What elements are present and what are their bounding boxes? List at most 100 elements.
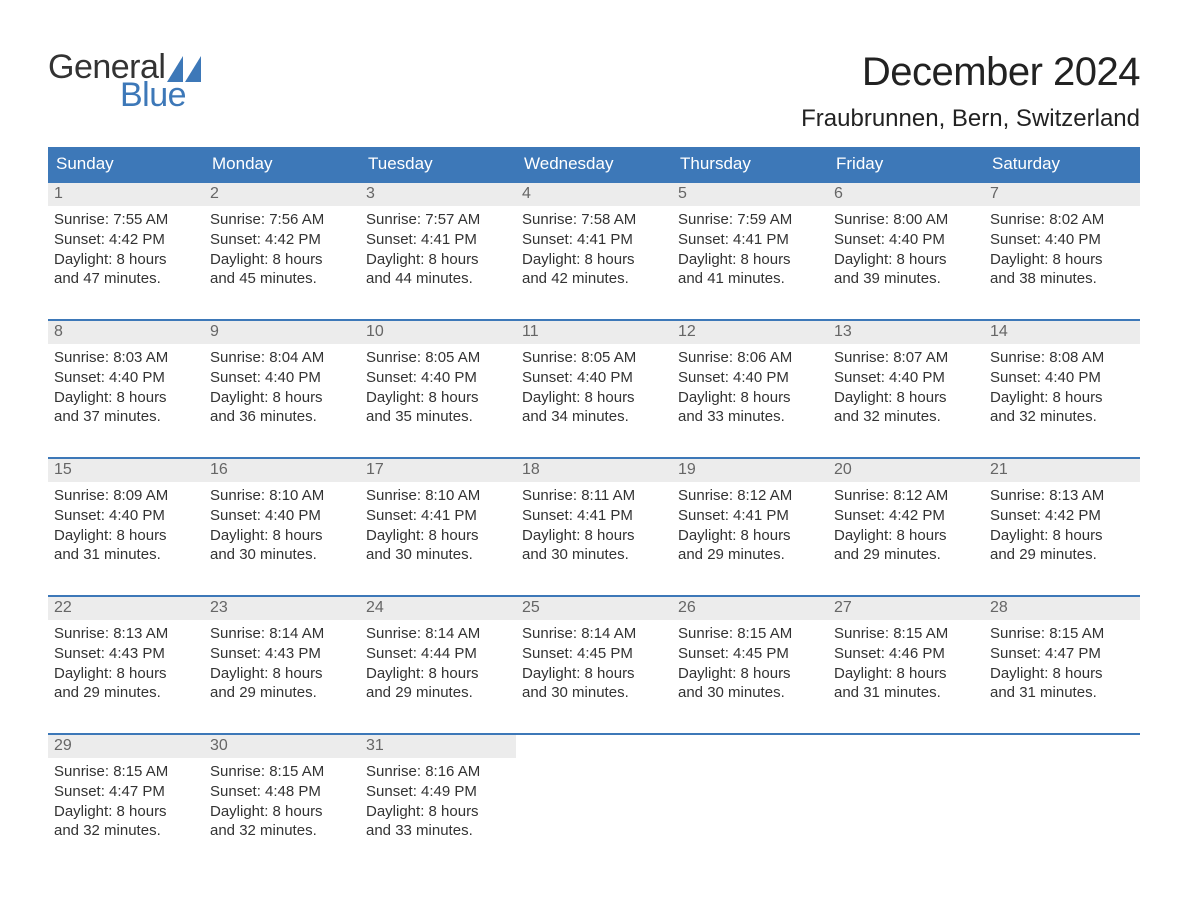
day-body: Sunrise: 8:12 AMSunset: 4:41 PMDaylight:…	[672, 482, 828, 569]
day-body: Sunrise: 8:04 AMSunset: 4:40 PMDaylight:…	[204, 344, 360, 431]
daylight-line-1: Daylight: 8 hours	[678, 388, 822, 408]
day-cell	[672, 735, 828, 847]
daylight-line-2: and 30 minutes.	[522, 545, 666, 565]
days-of-week-header: SundayMondayTuesdayWednesdayThursdayFrid…	[48, 147, 1140, 181]
week-row: 8Sunrise: 8:03 AMSunset: 4:40 PMDaylight…	[48, 319, 1140, 433]
daylight-line-2: and 42 minutes.	[522, 269, 666, 289]
daylight-line-2: and 44 minutes.	[366, 269, 510, 289]
daylight-line-1: Daylight: 8 hours	[54, 250, 198, 270]
day-cell: 1Sunrise: 7:55 AMSunset: 4:42 PMDaylight…	[48, 183, 204, 295]
day-body: Sunrise: 8:14 AMSunset: 4:44 PMDaylight:…	[360, 620, 516, 707]
sunset-line: Sunset: 4:43 PM	[210, 644, 354, 664]
day-body: Sunrise: 8:10 AMSunset: 4:40 PMDaylight:…	[204, 482, 360, 569]
day-cell	[516, 735, 672, 847]
dow-cell: Monday	[204, 147, 360, 181]
dow-cell: Wednesday	[516, 147, 672, 181]
week-row: 1Sunrise: 7:55 AMSunset: 4:42 PMDaylight…	[48, 181, 1140, 295]
daylight-line-1: Daylight: 8 hours	[834, 388, 978, 408]
day-body: Sunrise: 8:08 AMSunset: 4:40 PMDaylight:…	[984, 344, 1140, 431]
day-body: Sunrise: 8:09 AMSunset: 4:40 PMDaylight:…	[48, 482, 204, 569]
day-cell: 23Sunrise: 8:14 AMSunset: 4:43 PMDayligh…	[204, 597, 360, 709]
daylight-line-1: Daylight: 8 hours	[990, 526, 1134, 546]
daylight-line-2: and 32 minutes.	[990, 407, 1134, 427]
day-cell: 11Sunrise: 8:05 AMSunset: 4:40 PMDayligh…	[516, 321, 672, 433]
sunrise-line: Sunrise: 8:14 AM	[210, 624, 354, 644]
dow-cell: Sunday	[48, 147, 204, 181]
day-cell: 10Sunrise: 8:05 AMSunset: 4:40 PMDayligh…	[360, 321, 516, 433]
sunrise-line: Sunrise: 8:16 AM	[366, 762, 510, 782]
daylight-line-1: Daylight: 8 hours	[210, 664, 354, 684]
daylight-line-2: and 31 minutes.	[54, 545, 198, 565]
day-cell	[984, 735, 1140, 847]
calendar: SundayMondayTuesdayWednesdayThursdayFrid…	[48, 147, 1140, 847]
day-cell	[828, 735, 984, 847]
day-number: 7	[984, 183, 1140, 206]
day-body: Sunrise: 8:14 AMSunset: 4:43 PMDaylight:…	[204, 620, 360, 707]
day-number: 15	[48, 459, 204, 482]
day-cell: 17Sunrise: 8:10 AMSunset: 4:41 PMDayligh…	[360, 459, 516, 571]
sunset-line: Sunset: 4:41 PM	[678, 506, 822, 526]
sunset-line: Sunset: 4:40 PM	[54, 368, 198, 388]
daylight-line-1: Daylight: 8 hours	[834, 526, 978, 546]
day-cell: 18Sunrise: 8:11 AMSunset: 4:41 PMDayligh…	[516, 459, 672, 571]
day-cell: 12Sunrise: 8:06 AMSunset: 4:40 PMDayligh…	[672, 321, 828, 433]
sunrise-line: Sunrise: 8:12 AM	[834, 486, 978, 506]
day-body: Sunrise: 8:13 AMSunset: 4:42 PMDaylight:…	[984, 482, 1140, 569]
day-cell: 24Sunrise: 8:14 AMSunset: 4:44 PMDayligh…	[360, 597, 516, 709]
sunset-line: Sunset: 4:40 PM	[210, 506, 354, 526]
sunset-line: Sunset: 4:49 PM	[366, 782, 510, 802]
day-cell: 7Sunrise: 8:02 AMSunset: 4:40 PMDaylight…	[984, 183, 1140, 295]
daylight-line-2: and 36 minutes.	[210, 407, 354, 427]
sunset-line: Sunset: 4:42 PM	[990, 506, 1134, 526]
day-body: Sunrise: 8:02 AMSunset: 4:40 PMDaylight:…	[984, 206, 1140, 293]
day-cell: 26Sunrise: 8:15 AMSunset: 4:45 PMDayligh…	[672, 597, 828, 709]
day-number: 17	[360, 459, 516, 482]
sunrise-line: Sunrise: 8:05 AM	[522, 348, 666, 368]
day-number: 22	[48, 597, 204, 620]
day-body: Sunrise: 7:56 AMSunset: 4:42 PMDaylight:…	[204, 206, 360, 293]
day-cell: 4Sunrise: 7:58 AMSunset: 4:41 PMDaylight…	[516, 183, 672, 295]
daylight-line-2: and 30 minutes.	[522, 683, 666, 703]
sunrise-line: Sunrise: 8:10 AM	[210, 486, 354, 506]
daylight-line-1: Daylight: 8 hours	[54, 526, 198, 546]
daylight-line-2: and 31 minutes.	[990, 683, 1134, 703]
day-body: Sunrise: 7:57 AMSunset: 4:41 PMDaylight:…	[360, 206, 516, 293]
sunset-line: Sunset: 4:41 PM	[522, 230, 666, 250]
day-cell: 14Sunrise: 8:08 AMSunset: 4:40 PMDayligh…	[984, 321, 1140, 433]
day-body: Sunrise: 8:15 AMSunset: 4:46 PMDaylight:…	[828, 620, 984, 707]
daylight-line-1: Daylight: 8 hours	[522, 250, 666, 270]
day-body: Sunrise: 8:00 AMSunset: 4:40 PMDaylight:…	[828, 206, 984, 293]
day-body: Sunrise: 8:03 AMSunset: 4:40 PMDaylight:…	[48, 344, 204, 431]
daylight-line-1: Daylight: 8 hours	[678, 526, 822, 546]
day-body: Sunrise: 8:05 AMSunset: 4:40 PMDaylight:…	[360, 344, 516, 431]
sunset-line: Sunset: 4:40 PM	[522, 368, 666, 388]
day-number: 10	[360, 321, 516, 344]
day-body: Sunrise: 7:55 AMSunset: 4:42 PMDaylight:…	[48, 206, 204, 293]
day-body: Sunrise: 8:10 AMSunset: 4:41 PMDaylight:…	[360, 482, 516, 569]
day-cell: 2Sunrise: 7:56 AMSunset: 4:42 PMDaylight…	[204, 183, 360, 295]
day-cell: 28Sunrise: 8:15 AMSunset: 4:47 PMDayligh…	[984, 597, 1140, 709]
day-number: 29	[48, 735, 204, 758]
daylight-line-1: Daylight: 8 hours	[54, 664, 198, 684]
day-body: Sunrise: 8:14 AMSunset: 4:45 PMDaylight:…	[516, 620, 672, 707]
sunset-line: Sunset: 4:48 PM	[210, 782, 354, 802]
daylight-line-2: and 29 minutes.	[834, 545, 978, 565]
dow-cell: Friday	[828, 147, 984, 181]
daylight-line-1: Daylight: 8 hours	[54, 388, 198, 408]
day-cell: 15Sunrise: 8:09 AMSunset: 4:40 PMDayligh…	[48, 459, 204, 571]
day-number: 3	[360, 183, 516, 206]
day-number: 18	[516, 459, 672, 482]
daylight-line-2: and 29 minutes.	[990, 545, 1134, 565]
sunset-line: Sunset: 4:40 PM	[366, 368, 510, 388]
daylight-line-1: Daylight: 8 hours	[210, 802, 354, 822]
day-number: 16	[204, 459, 360, 482]
daylight-line-2: and 41 minutes.	[678, 269, 822, 289]
sunset-line: Sunset: 4:40 PM	[834, 368, 978, 388]
sunrise-line: Sunrise: 7:56 AM	[210, 210, 354, 230]
sunset-line: Sunset: 4:46 PM	[834, 644, 978, 664]
daylight-line-2: and 35 minutes.	[366, 407, 510, 427]
day-cell: 21Sunrise: 8:13 AMSunset: 4:42 PMDayligh…	[984, 459, 1140, 571]
sunset-line: Sunset: 4:42 PM	[54, 230, 198, 250]
dow-cell: Saturday	[984, 147, 1140, 181]
sunrise-line: Sunrise: 8:10 AM	[366, 486, 510, 506]
